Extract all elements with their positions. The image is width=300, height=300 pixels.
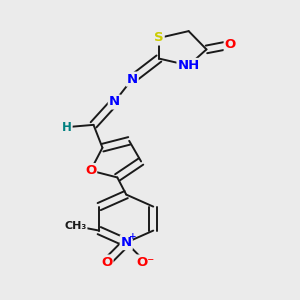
Text: +: +: [129, 232, 136, 241]
Text: O: O: [225, 38, 236, 51]
Text: N: N: [121, 236, 132, 249]
Text: S: S: [154, 32, 164, 44]
Text: CH₃: CH₃: [64, 221, 86, 231]
Text: O: O: [101, 256, 112, 268]
Text: O: O: [85, 164, 96, 177]
Text: N: N: [127, 73, 138, 85]
Text: NH: NH: [178, 59, 200, 72]
Text: N: N: [109, 95, 120, 109]
Text: O⁻: O⁻: [136, 256, 155, 268]
Text: H: H: [62, 121, 72, 134]
